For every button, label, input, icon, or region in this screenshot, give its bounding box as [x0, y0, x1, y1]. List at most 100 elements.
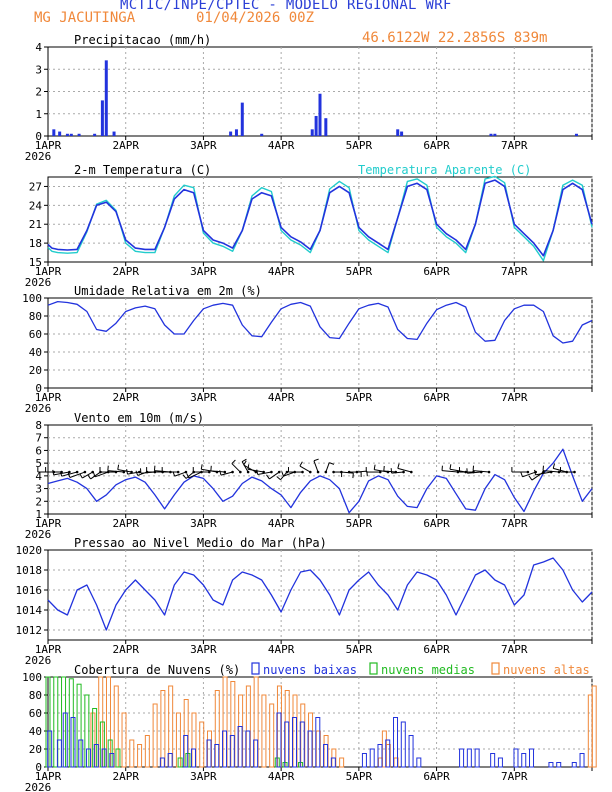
cloud-cover-bar	[245, 730, 251, 768]
wind-barb-station	[355, 470, 359, 474]
cloud-cover-bar	[269, 703, 275, 768]
wind-barb-flag	[329, 462, 335, 465]
precip-bar	[104, 60, 108, 136]
location-label: MG JACUTINGA	[34, 10, 136, 26]
precip-bar	[260, 133, 264, 136]
wind-barb-flag	[528, 475, 533, 481]
x-year-label: 2026	[25, 528, 52, 541]
wind-barb-station	[378, 470, 382, 474]
cloud-cover-bar	[78, 739, 84, 768]
y-tick-label: 24	[29, 199, 43, 212]
wind-barb-flag	[281, 471, 284, 477]
wind-barb-station	[456, 470, 460, 474]
x-tick-label: 4APR	[268, 139, 295, 152]
panel-title: Precipitacao (mm/h)	[74, 33, 211, 47]
legend-swatch	[491, 662, 500, 675]
wind-barb	[90, 471, 101, 480]
wind-barb	[269, 471, 280, 480]
cloud-cover-bar	[101, 748, 107, 768]
cloud-cover-bar	[361, 753, 367, 768]
cloud-cover-bar	[121, 712, 127, 768]
wind-barb-flag	[231, 459, 236, 464]
cloud-cover-bar	[579, 753, 585, 768]
y-tick-label: 1	[35, 508, 42, 521]
precip-bar	[65, 133, 69, 136]
cloud-cover-bar	[548, 762, 554, 768]
cloud-cover-bar	[56, 739, 62, 768]
wind-barb-flag	[52, 469, 55, 475]
cloud-cover-bar	[137, 744, 143, 768]
apparent-temperature-line	[47, 175, 593, 262]
wind-barb	[467, 471, 482, 474]
cloud-cover-bar	[299, 721, 305, 768]
wind-barb-flag	[186, 473, 190, 479]
wind-barb-flag	[135, 470, 139, 476]
cloud-cover-bar	[400, 721, 406, 768]
wind-barb-flag	[449, 464, 452, 470]
humidity-line	[47, 300, 593, 344]
x-tick-label: 2APR	[112, 265, 139, 278]
precip-bar	[234, 129, 238, 136]
wind-barb-flag	[397, 463, 400, 469]
cloud-cover-bar	[474, 748, 480, 768]
cloud-cover-bar	[571, 762, 577, 768]
wind-barb-flag	[59, 471, 63, 477]
wind-barb	[107, 470, 124, 473]
wind-barb-station	[83, 470, 87, 474]
panel-title: 2-m Temperatura (C)	[74, 163, 211, 177]
wind-barb	[553, 467, 567, 473]
x-year-label: 2026	[25, 276, 52, 289]
y-tick-label: 0	[35, 382, 42, 395]
wind-barb	[356, 470, 367, 473]
wind-barb	[127, 471, 140, 475]
x-tick-label: 5APR	[346, 265, 373, 278]
wind-barb	[117, 469, 132, 473]
y-tick-label: 7	[35, 432, 42, 445]
temperature-line	[47, 179, 593, 257]
wind-barb-station	[285, 470, 289, 474]
legend-swatch	[369, 662, 378, 675]
panel-title: Cobertura de Nuvens (%)	[74, 663, 240, 677]
x-year-label: 2026	[25, 402, 52, 415]
x-tick-label: 5APR	[346, 139, 373, 152]
precip-bar	[318, 93, 322, 136]
wind-barb	[473, 470, 490, 473]
y-tick-label: 80	[29, 689, 42, 702]
wind-barb-flag	[67, 472, 71, 478]
cloud-cover-bar	[497, 757, 503, 768]
pressure-line	[47, 557, 593, 631]
coordinates-label: 46.6122W 22.2856S 839m	[362, 30, 548, 46]
precip-bar	[229, 131, 233, 136]
precip-bar	[52, 129, 56, 136]
x-tick-label: 7APR	[501, 391, 528, 404]
precip-bar	[69, 133, 73, 136]
y-tick-label: 40	[29, 725, 42, 738]
wind-barb	[522, 471, 536, 478]
cloud-cover-bar	[253, 739, 259, 768]
x-tick-label: 2APR	[112, 391, 139, 404]
cloud-cover-bar	[115, 748, 121, 768]
x-tick-label: 5APR	[346, 517, 373, 530]
cloud-cover-bar	[529, 748, 535, 768]
precip-bar	[314, 115, 318, 136]
cloud-cover-bar	[459, 748, 465, 768]
x-tick-label: 5APR	[346, 391, 373, 404]
y-tick-label: 60	[29, 328, 42, 341]
precip-bar	[240, 102, 244, 136]
y-tick-label: 0	[35, 761, 42, 774]
y-tick-label: 15	[29, 256, 42, 269]
precip-bar	[100, 100, 104, 136]
panel-title: Vento em 10m (m/s)	[74, 411, 204, 425]
cloud-cover-bar	[214, 744, 220, 768]
cloud-cover-bar	[385, 739, 391, 768]
cloud-cover-bar	[167, 753, 173, 768]
cloud-cover-bar	[152, 703, 158, 768]
cloud-cover-bar	[62, 712, 68, 768]
cloud-cover-bar	[377, 744, 383, 768]
wind-barb-station	[347, 470, 351, 474]
cloud-cover-bar	[307, 730, 313, 768]
panel-frame	[47, 424, 593, 515]
y-tick-label: 100	[22, 292, 42, 305]
y-tick-label: 3	[35, 483, 42, 496]
wind-barb-station	[557, 470, 561, 474]
